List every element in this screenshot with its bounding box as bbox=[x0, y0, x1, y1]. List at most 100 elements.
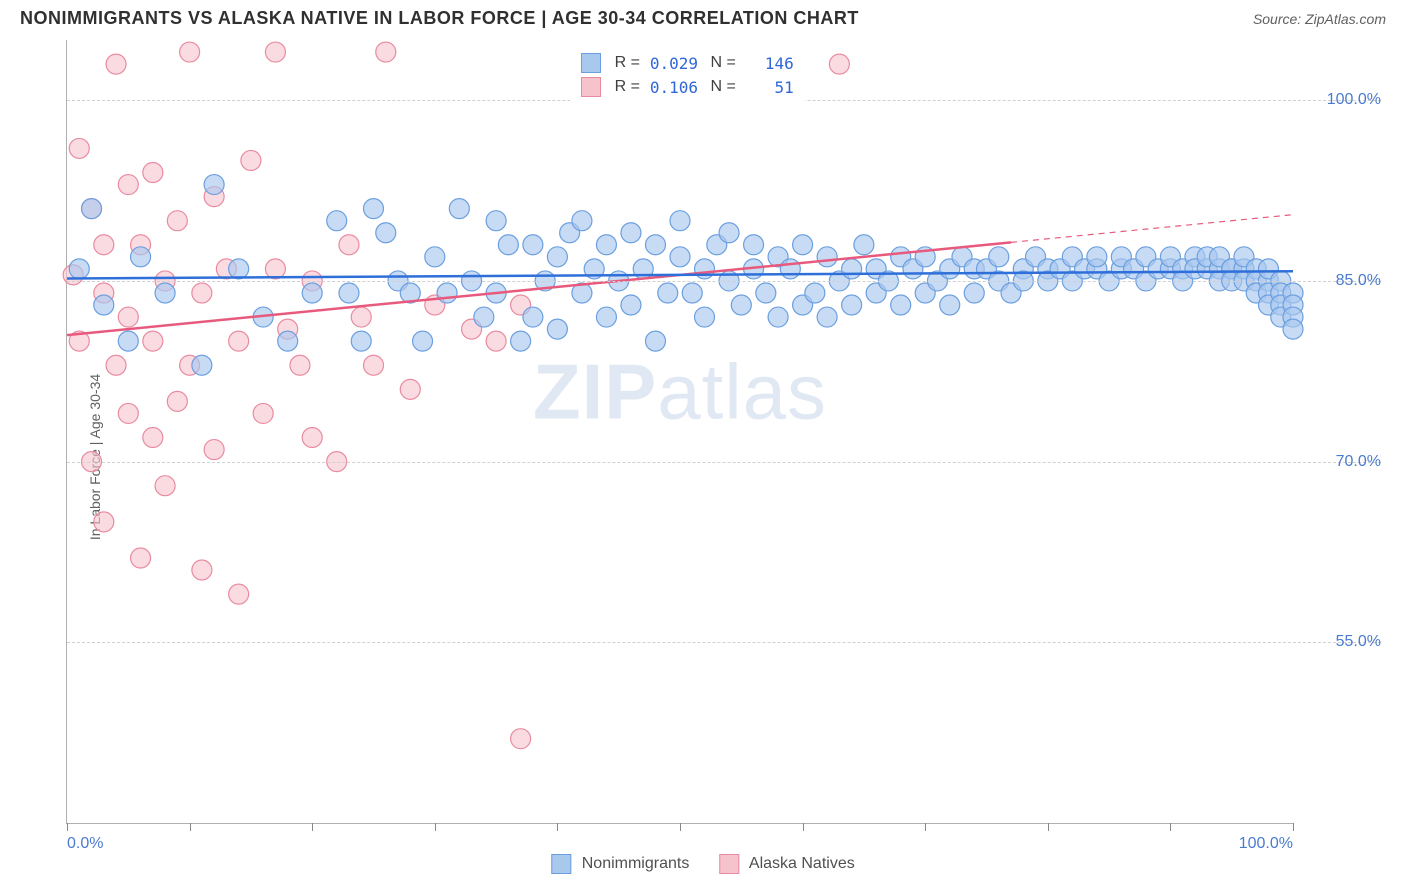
data-point bbox=[486, 331, 506, 351]
data-point bbox=[204, 175, 224, 195]
data-point bbox=[302, 283, 322, 303]
stat-r-alaska: 0.106 bbox=[648, 78, 698, 97]
data-point bbox=[805, 283, 825, 303]
stat-label-n: N = bbox=[706, 78, 736, 96]
data-point bbox=[364, 199, 384, 219]
data-point bbox=[253, 403, 273, 423]
data-point bbox=[180, 42, 200, 62]
stats-row-nonimmigrants: R = 0.029 N = 146 bbox=[581, 51, 794, 75]
data-point bbox=[498, 235, 518, 255]
data-point bbox=[118, 307, 138, 327]
data-point bbox=[241, 150, 261, 170]
x-tick bbox=[435, 823, 436, 831]
data-point bbox=[756, 283, 776, 303]
data-point bbox=[327, 211, 347, 231]
data-point bbox=[670, 247, 690, 267]
data-point bbox=[192, 560, 212, 580]
x-tick bbox=[803, 823, 804, 831]
data-point bbox=[339, 283, 359, 303]
bottom-legend: Nonimmigrants Alaska Natives bbox=[551, 854, 854, 874]
data-point bbox=[670, 211, 690, 231]
chart-area: In Labor Force | Age 30-34 ZIPatlas R = … bbox=[18, 40, 1388, 874]
data-point bbox=[413, 331, 433, 351]
legend-label-nonimmigrants: Nonimmigrants bbox=[582, 855, 690, 872]
stat-label-n: N = bbox=[706, 54, 736, 72]
stat-n-nonimmigrants: 146 bbox=[744, 54, 794, 73]
data-point bbox=[596, 235, 616, 255]
stat-r-nonimmigrants: 0.029 bbox=[648, 54, 698, 73]
data-point bbox=[695, 307, 715, 327]
data-point bbox=[719, 223, 739, 243]
swatch-nonimmigrants bbox=[581, 53, 601, 73]
data-point bbox=[596, 307, 616, 327]
x-tick bbox=[1048, 823, 1049, 831]
x-tick bbox=[557, 823, 558, 831]
data-point bbox=[229, 584, 249, 604]
data-point bbox=[106, 54, 126, 74]
trend-line bbox=[1011, 215, 1293, 243]
data-point bbox=[829, 54, 849, 74]
data-point bbox=[376, 42, 396, 62]
data-point bbox=[69, 259, 89, 279]
data-point bbox=[817, 307, 837, 327]
gridline bbox=[67, 281, 1381, 282]
data-point bbox=[842, 295, 862, 315]
y-tick-label: 100.0% bbox=[1301, 91, 1381, 109]
data-point bbox=[155, 476, 175, 496]
x-tick bbox=[925, 823, 926, 831]
legend-item-nonimmigrants: Nonimmigrants bbox=[551, 854, 689, 874]
data-point bbox=[891, 295, 911, 315]
data-point bbox=[69, 138, 89, 158]
data-point bbox=[131, 548, 151, 568]
data-point bbox=[302, 428, 322, 448]
data-point bbox=[131, 247, 151, 267]
data-point bbox=[940, 295, 960, 315]
data-point bbox=[474, 307, 494, 327]
data-point bbox=[964, 283, 984, 303]
data-point bbox=[204, 440, 224, 460]
y-tick-label: 55.0% bbox=[1301, 633, 1381, 651]
data-point bbox=[731, 295, 751, 315]
x-tick bbox=[1170, 823, 1171, 831]
stats-row-alaska: R = 0.106 N = 51 bbox=[581, 75, 794, 99]
data-point bbox=[511, 729, 531, 749]
data-point bbox=[167, 211, 187, 231]
x-tick bbox=[1293, 823, 1294, 831]
data-point bbox=[842, 259, 862, 279]
data-point bbox=[511, 331, 531, 351]
swatch-alaska bbox=[581, 77, 601, 97]
data-point bbox=[437, 283, 457, 303]
data-point bbox=[400, 379, 420, 399]
data-point bbox=[351, 331, 371, 351]
data-point bbox=[621, 223, 641, 243]
chart-title: NONIMMIGRANTS VS ALASKA NATIVE IN LABOR … bbox=[20, 8, 859, 29]
x-tick-label: 100.0% bbox=[1239, 835, 1293, 853]
data-point bbox=[94, 295, 114, 315]
data-point bbox=[854, 235, 874, 255]
legend-item-alaska: Alaska Natives bbox=[719, 854, 854, 874]
data-point bbox=[645, 235, 665, 255]
x-tick bbox=[190, 823, 191, 831]
stat-label-r: R = bbox=[615, 54, 640, 72]
data-point bbox=[94, 512, 114, 532]
data-point bbox=[339, 235, 359, 255]
data-point bbox=[278, 331, 298, 351]
data-point bbox=[547, 247, 567, 267]
x-tick bbox=[312, 823, 313, 831]
data-point bbox=[192, 283, 212, 303]
stats-legend: R = 0.029 N = 146 R = 0.106 N = 51 bbox=[570, 46, 805, 104]
x-tick bbox=[680, 823, 681, 831]
data-point bbox=[682, 283, 702, 303]
data-point bbox=[265, 259, 285, 279]
data-point bbox=[265, 42, 285, 62]
stat-n-alaska: 51 bbox=[744, 78, 794, 97]
data-point bbox=[94, 235, 114, 255]
x-tick-label: 0.0% bbox=[67, 835, 103, 853]
data-point bbox=[376, 223, 396, 243]
data-point bbox=[351, 307, 371, 327]
data-point bbox=[192, 355, 212, 375]
data-point bbox=[989, 247, 1009, 267]
data-point bbox=[449, 199, 469, 219]
data-point bbox=[621, 295, 641, 315]
chart-header: NONIMMIGRANTS VS ALASKA NATIVE IN LABOR … bbox=[0, 0, 1406, 33]
